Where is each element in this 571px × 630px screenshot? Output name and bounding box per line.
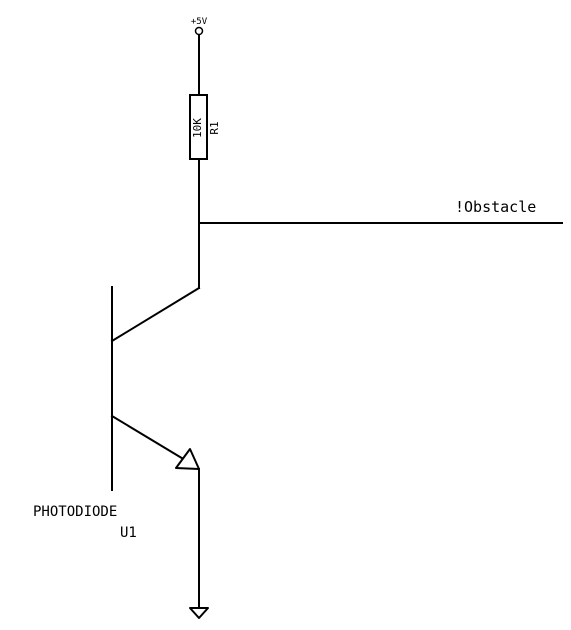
component-designator: U1	[120, 525, 137, 541]
component-name: PHOTODIODE	[33, 504, 117, 520]
ground-symbol	[189, 607, 209, 619]
emitter-lead	[110, 414, 187, 462]
phototransistor-u1: PHOTODIODE U1	[33, 286, 201, 541]
resistor-value: 10K	[191, 118, 204, 138]
resistor-designator: R1	[208, 121, 221, 134]
resistor-r1: 10K R1	[189, 94, 221, 160]
power-port: +5V	[191, 17, 208, 36]
emitter-arrow	[175, 448, 200, 470]
power-port-terminal	[194, 26, 204, 36]
collector-lead	[110, 286, 201, 343]
power-port-label: +5V	[191, 17, 208, 27]
net-label-obstacle: !Obstacle	[455, 198, 536, 216]
